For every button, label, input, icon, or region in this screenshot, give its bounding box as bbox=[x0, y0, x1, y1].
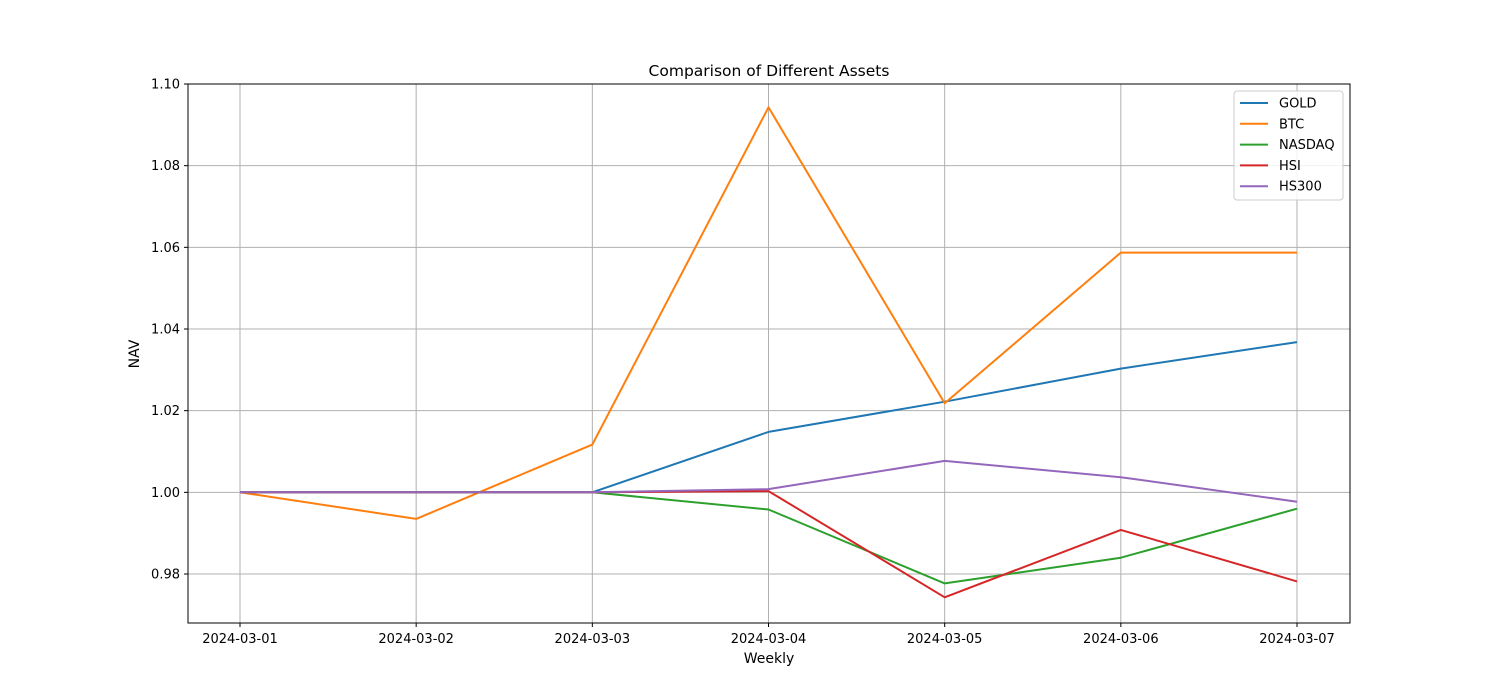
y-axis-title: NAV bbox=[127, 339, 143, 368]
legend-label-hs300: HS300 bbox=[1279, 180, 1322, 195]
y-tick-label: 1.04 bbox=[151, 323, 180, 338]
chart-title: Comparison of Different Assets bbox=[649, 62, 890, 80]
x-tick-label: 2024-03-06 bbox=[1083, 632, 1159, 647]
x-tick-label: 2024-03-04 bbox=[731, 632, 807, 647]
legend: GOLD BTC NASDAQ HSI HS300 bbox=[1233, 90, 1344, 201]
series-lines bbox=[239, 106, 1298, 599]
legend-label-hsi: HSI bbox=[1279, 159, 1301, 174]
y-tick-label: 1.02 bbox=[151, 404, 180, 419]
legend-label-nasdaq: NASDAQ bbox=[1279, 138, 1335, 153]
legend-label-btc: BTC bbox=[1279, 117, 1304, 132]
y-tick-label: 1.08 bbox=[151, 159, 180, 174]
legend-box bbox=[1233, 90, 1344, 201]
x-tick-label: 2024-03-01 bbox=[202, 632, 278, 647]
series-line-hs300 bbox=[240, 459, 1298, 503]
y-tick-label: 1.06 bbox=[151, 241, 180, 256]
x-tick-label: 2024-03-03 bbox=[555, 632, 631, 647]
x-tick-label: 2024-03-02 bbox=[378, 632, 454, 647]
y-tick-label: 1.00 bbox=[151, 486, 180, 501]
y-tick-label: 1.10 bbox=[151, 78, 180, 93]
series-line-btc bbox=[239, 106, 1297, 520]
x-tick-label: 2024-03-07 bbox=[1259, 632, 1335, 647]
axes: 2024-03-01 2024-03-02 2024-03-03 2024-03-04… bbox=[151, 78, 1335, 648]
y-tick-label: 0.98 bbox=[151, 568, 180, 583]
x-axis-title: Weekly bbox=[744, 651, 795, 667]
legend-label-gold: GOLD bbox=[1279, 97, 1317, 112]
x-tick-label: 2024-03-05 bbox=[907, 632, 983, 647]
